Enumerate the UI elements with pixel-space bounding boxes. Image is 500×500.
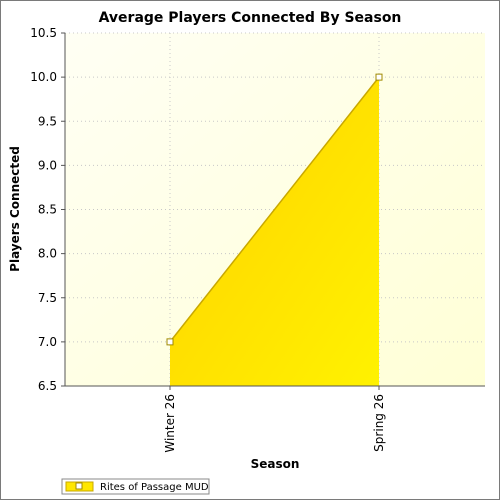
y-tick-label: 7.0	[38, 335, 57, 349]
area-fill	[170, 77, 379, 386]
y-axis-label: Players Connected	[8, 146, 22, 272]
series-line	[169, 76, 380, 343]
y-tick-label: 9.0	[38, 158, 57, 172]
x-tick-label: Spring 26	[372, 394, 386, 452]
y-tick-label: 8.5	[38, 203, 57, 217]
y-tick-label: 6.5	[38, 379, 57, 393]
legend: Rites of Passage MUD	[61, 478, 210, 495]
data-point	[375, 73, 383, 81]
series-area	[166, 73, 383, 386]
y-axis-ticks: 6.5 7.0 7.5 8.0 8.5 9.0 9.5 10.0 10.5	[30, 26, 65, 393]
chart-title: Average Players Connected By Season	[99, 10, 402, 26]
x-axis-label: Season	[251, 457, 300, 471]
legend-label: Rites of Passage MUD	[100, 482, 209, 493]
data-point	[166, 338, 174, 346]
x-axis-ticks: Winter 26 Spring 26	[163, 386, 386, 453]
y-tick-label: 9.5	[38, 114, 57, 128]
y-tick-label: 8.0	[38, 247, 57, 261]
y-tick-label: 7.5	[38, 291, 57, 305]
y-tick-label: 10.0	[30, 70, 57, 84]
x-tick-label: Winter 26	[163, 394, 177, 453]
y-tick-label: 10.5	[30, 26, 57, 40]
legend-box	[61, 478, 210, 495]
legend-marker	[75, 482, 83, 490]
